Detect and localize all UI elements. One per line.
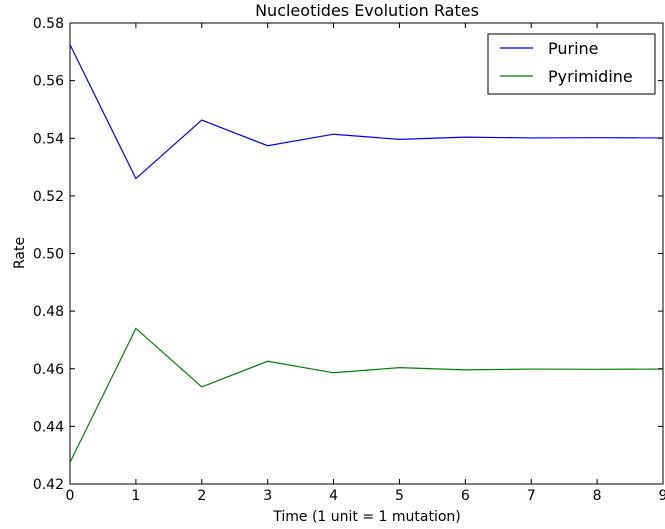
x-tick-label: 9 <box>659 488 665 504</box>
chart-title: Nucleotides Evolution Rates <box>255 1 479 20</box>
legend-label-pyrimidine: Pyrimidine <box>548 67 633 86</box>
legend-label-purine: Purine <box>548 39 599 58</box>
tick-labels: 0 1 2 3 4 5 6 7 8 9 0.42 0.44 0.46 0.48 0.50 0.52 0.54 0.… <box>33 16 665 504</box>
y-tick-label: 0.56 <box>33 74 64 90</box>
x-tick-label: 3 <box>263 488 272 504</box>
y-tick-label: 0.50 <box>33 247 64 263</box>
x-tick-label: 8 <box>593 488 602 504</box>
ticks-layer <box>69 22 664 485</box>
y-tick-label: 0.46 <box>33 362 64 378</box>
legend-box <box>487 33 656 95</box>
y-axis-label: Rate <box>12 237 28 269</box>
x-tick-label: 2 <box>197 488 206 504</box>
x-tick-label: 6 <box>461 488 470 504</box>
y-tick-label: 0.58 <box>33 16 64 32</box>
y-tick-label: 0.52 <box>33 189 64 205</box>
x-tick-label: 5 <box>395 488 404 504</box>
plot-area <box>69 22 664 485</box>
x-tick-label: 0 <box>66 488 75 504</box>
y-tick-label: 0.44 <box>33 419 64 435</box>
legend: Purine Pyrimidine <box>487 33 656 95</box>
x-tick-label: 1 <box>131 488 140 504</box>
x-tick-label: 4 <box>329 488 338 504</box>
x-tick-label: 7 <box>527 488 536 504</box>
series-line-purine <box>69 44 664 180</box>
x-axis-label: Time (1 unit = 1 mutation) <box>272 509 461 525</box>
y-tick-label: 0.42 <box>33 477 64 493</box>
y-tick-label: 0.54 <box>33 131 64 147</box>
series-line-pyrimidine <box>69 327 664 463</box>
y-tick-label: 0.48 <box>33 304 64 320</box>
series-layer <box>69 44 664 463</box>
plot-frame <box>69 22 664 485</box>
